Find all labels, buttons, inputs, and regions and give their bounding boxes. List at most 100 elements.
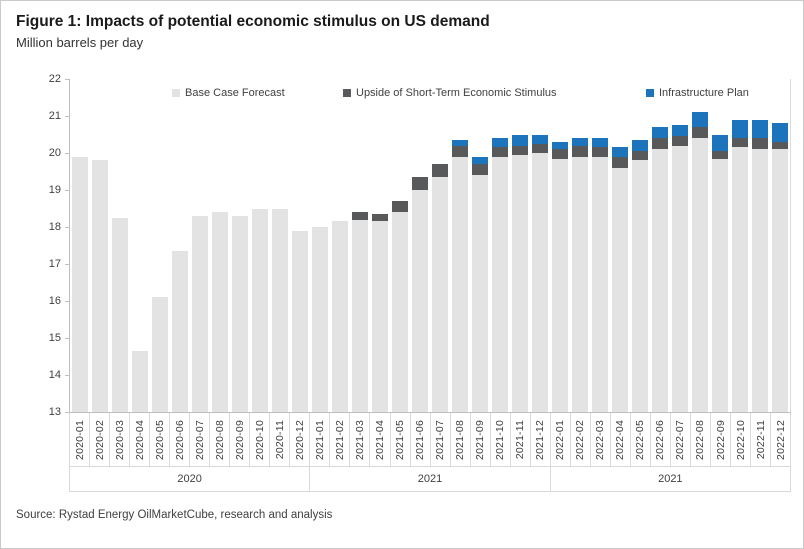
segment-upside-stimulus [572, 145, 588, 157]
segment-base-case [692, 138, 708, 412]
x-tick-month-cell: 2020-07 [189, 413, 209, 466]
segment-base-case [132, 350, 148, 412]
bar-slot [310, 79, 330, 412]
segment-base-case [672, 145, 688, 412]
bar-2021-07 [432, 164, 448, 412]
legend-item: Base Case Forecast [172, 87, 285, 99]
x-tick-month-label: 2021-08 [454, 419, 467, 460]
bar-2022-10 [732, 119, 748, 412]
x-tick-month-cell: 2022-03 [589, 413, 610, 466]
y-tick-label: 18 [48, 221, 61, 233]
y-tick-label: 14 [48, 369, 61, 381]
segment-base-case [252, 208, 268, 412]
bar-slot [730, 79, 750, 412]
x-tick-month-label: 2022-07 [674, 419, 687, 460]
x-tick-month-cell: 2020-06 [169, 413, 189, 466]
bar-2020-04 [132, 350, 148, 412]
x-tick-month-label: 2020-06 [173, 419, 186, 460]
segment-base-case [652, 149, 668, 412]
y-tick-mark [65, 116, 69, 117]
bar-2021-01 [312, 227, 328, 412]
bar-slot [290, 79, 310, 412]
x-axis-year-labels: 2020 2021 2021 [69, 467, 791, 492]
segment-base-case [152, 297, 168, 412]
bar-2021-09 [472, 156, 488, 412]
bar-2021-10 [492, 138, 508, 412]
x-tick-month-label: 2020-02 [93, 419, 106, 460]
segment-infrastructure-plan [592, 138, 608, 148]
segment-upside-stimulus [472, 164, 488, 176]
bar-slot [650, 79, 670, 412]
x-tick-month-label: 2021-06 [414, 419, 427, 460]
bar-2021-06 [412, 177, 428, 412]
bar-2022-11 [752, 119, 768, 412]
x-tick-year-cell: 2021 [309, 467, 549, 491]
segment-infrastructure-plan [672, 125, 688, 137]
x-tick-month-cell: 2022-10 [730, 413, 750, 466]
bar-2022-05 [632, 140, 648, 412]
bar-slot [130, 79, 150, 412]
x-tick-month-label: 2021-11 [514, 419, 527, 460]
x-tick-month-cell: 2020-08 [209, 413, 229, 466]
segment-base-case [632, 160, 648, 412]
y-tick-mark [65, 338, 69, 339]
bar-slot [670, 79, 690, 412]
segment-upside-stimulus [652, 138, 668, 150]
x-tick-month-label: 2022-05 [634, 419, 647, 460]
segment-upside-stimulus [492, 147, 508, 157]
x-tick-month-label: 2022-08 [694, 419, 707, 460]
x-tick-month-label: 2021-01 [313, 419, 326, 460]
bar-2020-03 [112, 217, 128, 412]
bar-2022-06 [652, 127, 668, 412]
bar-slot [410, 79, 430, 412]
x-tick-month-label: 2021-04 [373, 419, 386, 460]
y-tick-mark [65, 375, 69, 376]
segment-upside-stimulus [432, 164, 448, 178]
x-tick-month-cell: 2021-01 [309, 413, 329, 466]
bar-2021-04 [372, 214, 388, 412]
y-tick-label: 15 [48, 332, 61, 344]
segment-base-case [292, 230, 308, 412]
segment-infrastructure-plan [572, 138, 588, 146]
segment-base-case [512, 154, 528, 412]
x-tick-month-label: 2021-12 [534, 419, 547, 460]
legend-swatch-icon [646, 89, 654, 97]
bar-slot [190, 79, 210, 412]
x-tick-month-cell: 2022-04 [609, 413, 630, 466]
segment-base-case [372, 221, 388, 412]
bar-2021-11 [512, 134, 528, 412]
x-tick-month-cell: 2021-05 [389, 413, 410, 466]
segment-base-case [312, 227, 328, 412]
bar-2022-03 [592, 138, 608, 412]
legend-item: Upside of Short-Term Economic Stimulus [343, 87, 557, 99]
bar-2020-10 [252, 208, 268, 412]
bar-2020-07 [192, 215, 208, 412]
segment-infrastructure-plan [472, 156, 488, 165]
segment-infrastructure-plan [552, 141, 568, 150]
x-tick-month-label: 2022-06 [654, 419, 667, 460]
x-tick-month-label: 2020-09 [233, 419, 246, 460]
x-tick-month-cell: 2021-03 [349, 413, 369, 466]
legend-label: Infrastructure Plan [659, 87, 749, 99]
x-tick-month-label: 2021-03 [353, 419, 366, 460]
x-tick-month-label: 2021-10 [494, 419, 507, 460]
x-tick-month-cell: 2020-05 [149, 413, 169, 466]
x-tick-month-label: 2020-12 [293, 419, 306, 460]
segment-infrastructure-plan [712, 134, 728, 152]
segment-upside-stimulus [512, 145, 528, 155]
y-tick-mark [65, 301, 69, 302]
x-tick-month-label: 2022-02 [574, 419, 587, 460]
segment-upside-stimulus [392, 201, 408, 213]
bar-2022-01 [552, 141, 568, 412]
bar-slot [690, 79, 710, 412]
segment-base-case [192, 215, 208, 412]
bar-slot [570, 79, 590, 412]
segment-upside-stimulus [452, 145, 468, 157]
segment-upside-stimulus [552, 149, 568, 159]
segment-infrastructure-plan [532, 134, 548, 144]
segment-upside-stimulus [712, 151, 728, 159]
segment-infrastructure-plan [612, 147, 628, 157]
x-axis-month-labels: 2020-01 2020-02 2020-03 2020-04 2020-05 2020-… [69, 412, 792, 467]
segment-infrastructure-plan [772, 123, 788, 142]
x-tick-month-cell: 2020-11 [269, 413, 289, 466]
